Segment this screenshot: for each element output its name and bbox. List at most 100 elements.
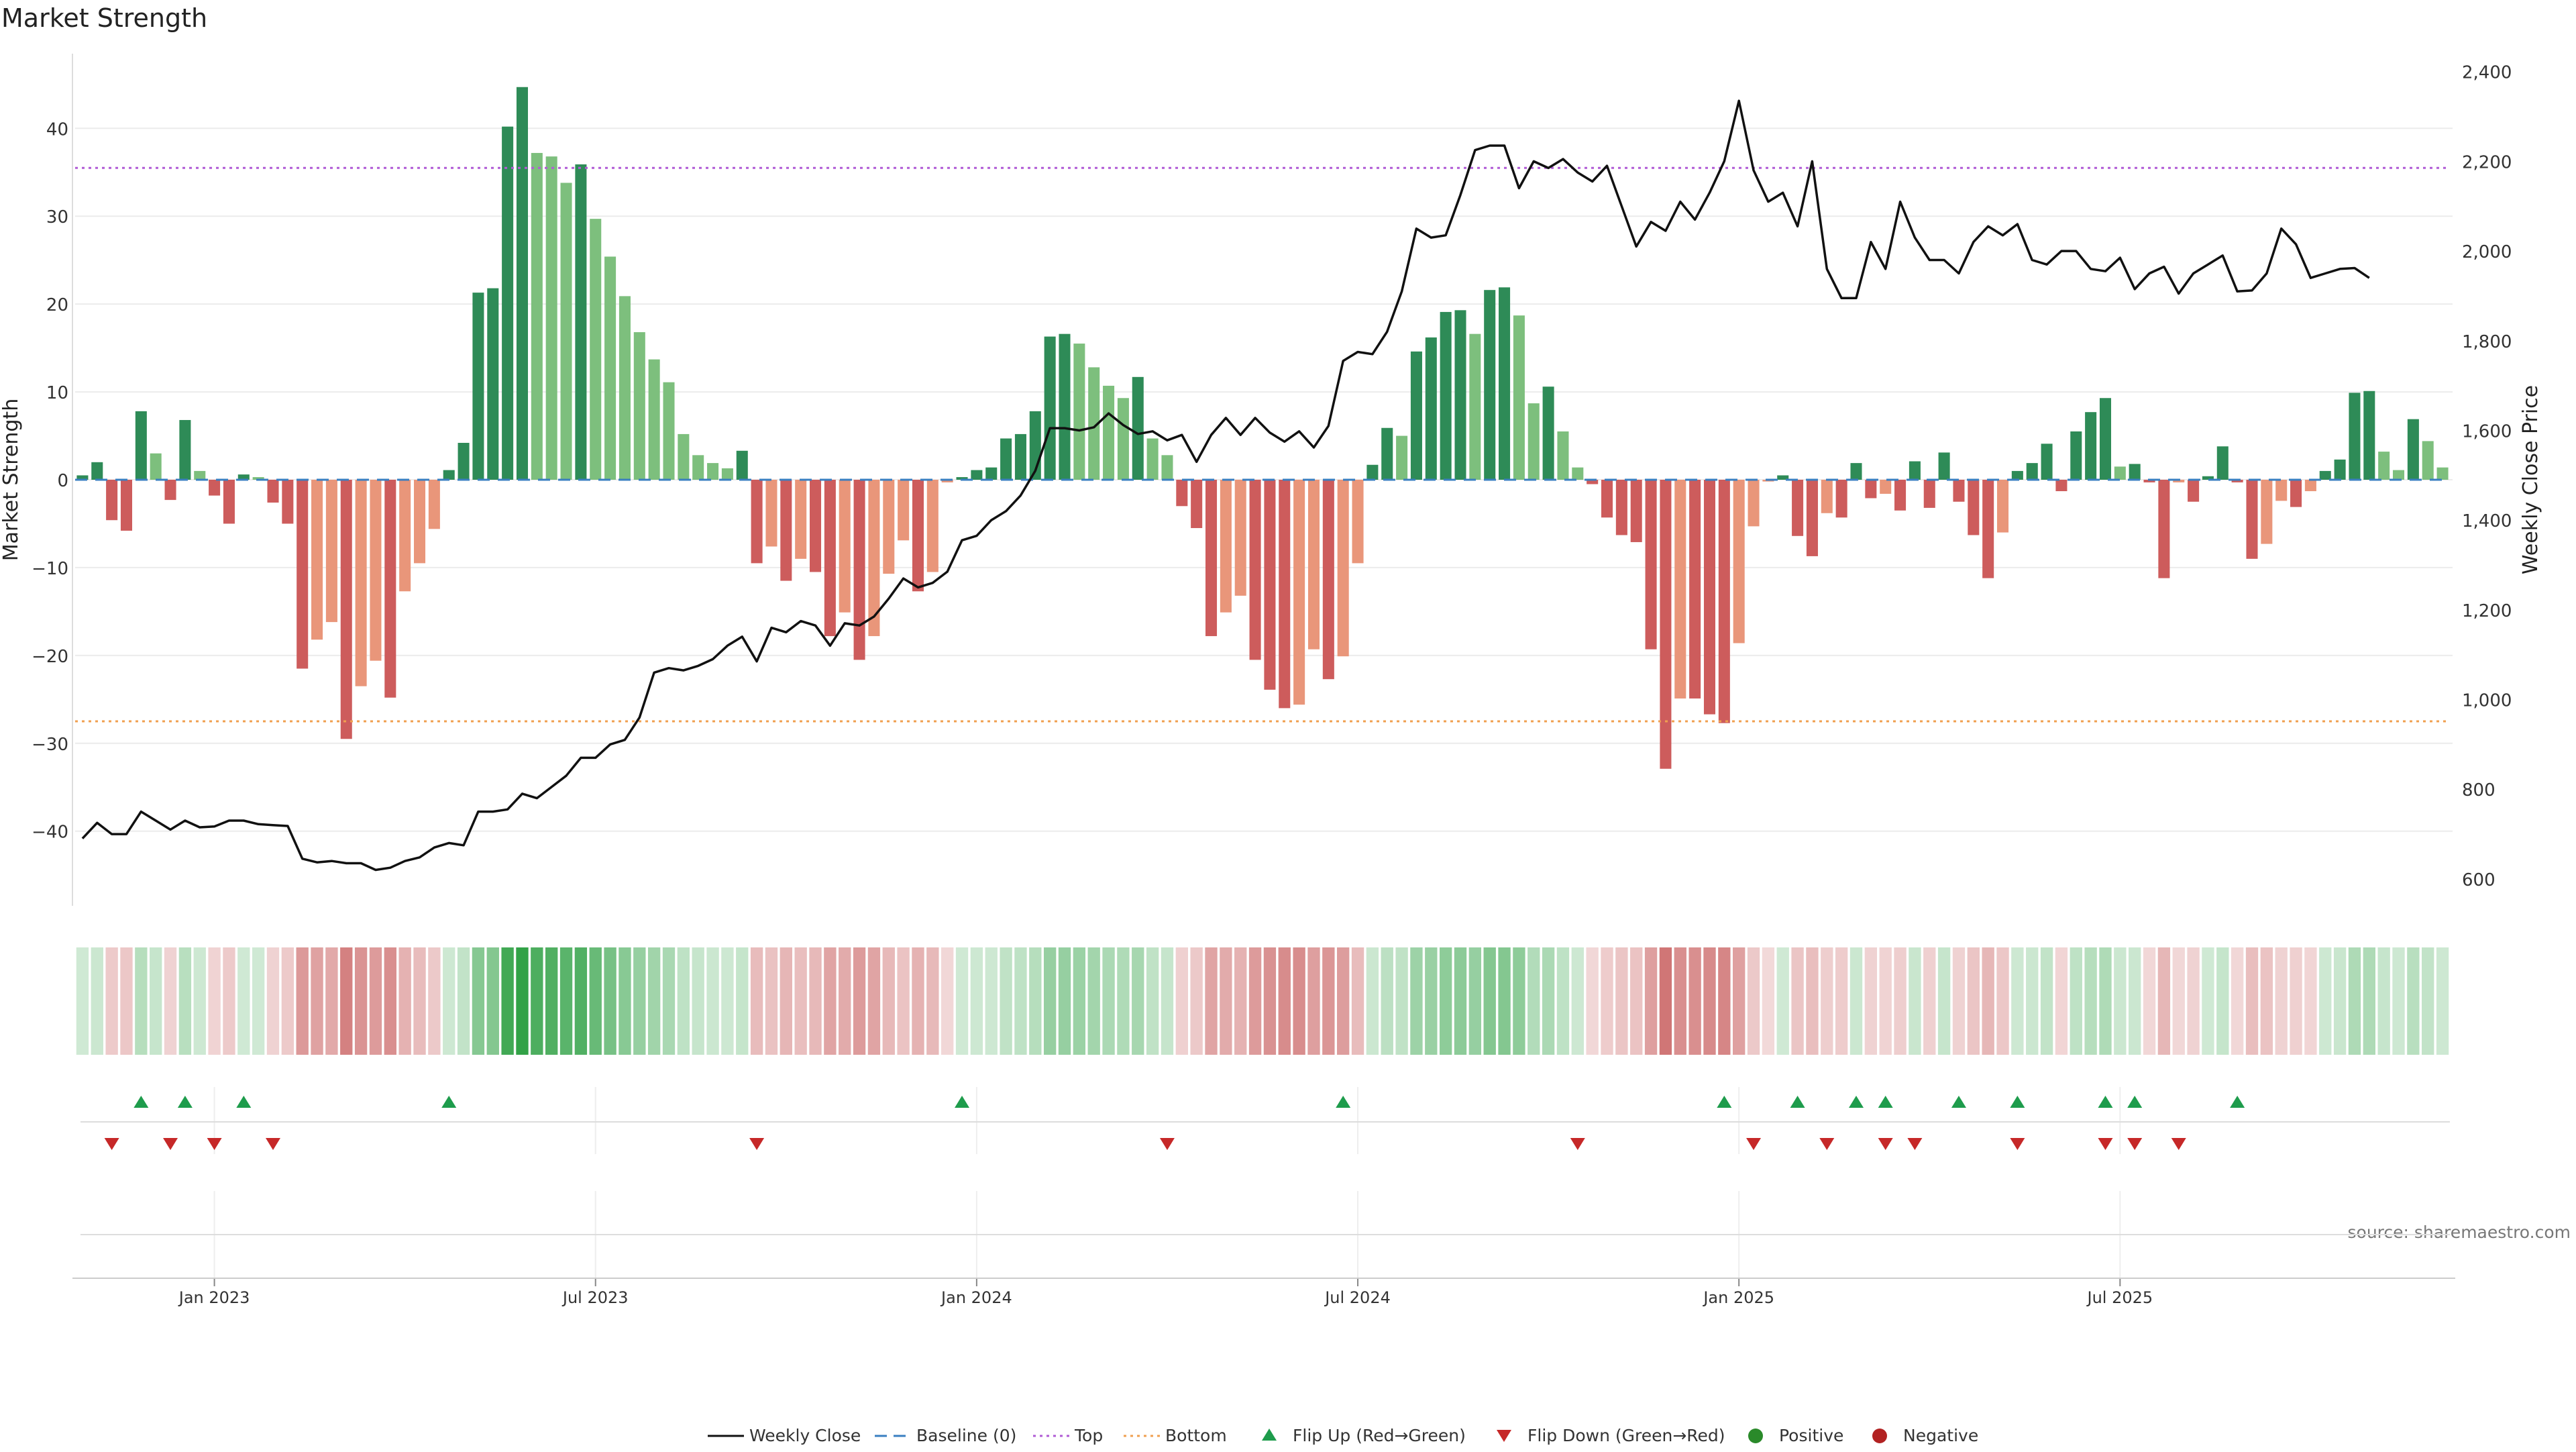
price-line bbox=[81, 99, 2370, 872]
heat-cell bbox=[1821, 947, 1833, 1055]
strength-bar bbox=[1982, 480, 1994, 578]
y-right-tick-label: 2,200 bbox=[2462, 152, 2512, 172]
heat-cell bbox=[1586, 947, 1599, 1055]
strength-bar bbox=[472, 293, 484, 480]
strength-bar bbox=[1396, 435, 1408, 480]
flip-up-marker bbox=[2127, 1096, 2143, 1108]
heat-cell bbox=[266, 947, 280, 1055]
flip-down-marker bbox=[749, 1138, 765, 1150]
y-left-tick-label: 0 bbox=[57, 471, 68, 491]
heat-cell bbox=[1190, 947, 1203, 1055]
strength-bar bbox=[2231, 480, 2243, 482]
legend-item-negative: Negative bbox=[1872, 1426, 1978, 1445]
strength-bar bbox=[678, 433, 690, 480]
flip-down-marker bbox=[1159, 1138, 1175, 1150]
heat-cell bbox=[882, 947, 895, 1055]
heat-cell bbox=[135, 947, 148, 1055]
strength-bar bbox=[956, 477, 968, 480]
heat-cell bbox=[692, 947, 704, 1055]
strength-bar bbox=[311, 480, 323, 640]
reference-lines bbox=[75, 166, 2450, 723]
legend-item-flip_up: Flip Up (Red→Green) bbox=[1262, 1426, 1466, 1445]
heat-cell bbox=[1014, 947, 1027, 1055]
strength-bar bbox=[1454, 310, 1466, 480]
heat-cell bbox=[1220, 947, 1232, 1055]
heat-cell bbox=[2333, 947, 2347, 1055]
strength-bar bbox=[413, 480, 426, 564]
strength-bars bbox=[76, 87, 2449, 769]
strength-bar bbox=[633, 332, 645, 480]
heat-cell bbox=[1952, 947, 1966, 1055]
y-left-tick-label: −20 bbox=[32, 647, 68, 667]
heat-cell bbox=[1791, 947, 1804, 1055]
strength-bar bbox=[237, 474, 250, 480]
strength-bar bbox=[1953, 480, 1965, 502]
strength-bar bbox=[1821, 480, 1833, 513]
heat-cell bbox=[193, 947, 206, 1055]
heat-cell bbox=[2129, 947, 2141, 1055]
y-right-tick-label: 2,400 bbox=[2462, 63, 2512, 83]
heat-cell bbox=[1718, 947, 1731, 1055]
heat-cell bbox=[1073, 947, 1086, 1055]
strength-bar bbox=[590, 219, 602, 480]
legend-swatch-triangle-down bbox=[1497, 1430, 1511, 1442]
strength-bar bbox=[1587, 480, 1599, 484]
strength-bar bbox=[868, 480, 880, 637]
strength-bar bbox=[2363, 391, 2375, 480]
strength-bar bbox=[370, 480, 382, 661]
heat-cell bbox=[839, 947, 851, 1055]
strength-bar bbox=[282, 480, 294, 524]
strength-bar bbox=[1014, 433, 1026, 480]
heat-cell bbox=[105, 947, 118, 1055]
y-left-tick-label: 10 bbox=[46, 383, 68, 403]
strength-bar bbox=[648, 359, 660, 480]
heat-cell bbox=[721, 947, 734, 1055]
strength-bar bbox=[1601, 480, 1613, 518]
heat-cell bbox=[2290, 947, 2302, 1055]
strength-bar bbox=[1777, 475, 1789, 480]
y-left-axis-label: Market Strength bbox=[0, 399, 23, 561]
flip-down-marker bbox=[2098, 1138, 2113, 1150]
strength-bar bbox=[399, 480, 411, 592]
heat-cell bbox=[1205, 947, 1218, 1055]
heat-cell bbox=[2143, 947, 2156, 1055]
flip-up-marker bbox=[1951, 1096, 1966, 1108]
heat-cell bbox=[2011, 947, 2024, 1055]
heat-cell bbox=[545, 947, 558, 1055]
strength-bar bbox=[2114, 466, 2126, 480]
heat-cell bbox=[1923, 947, 1936, 1055]
y-left-tick-label: 40 bbox=[46, 119, 68, 140]
heat-cell bbox=[1278, 947, 1291, 1055]
flip-up-marker bbox=[236, 1096, 252, 1108]
legend-label: Positive bbox=[1779, 1426, 1843, 1445]
strength-bar bbox=[502, 126, 514, 480]
heat-cell bbox=[2216, 947, 2229, 1055]
strength-bar bbox=[2129, 464, 2141, 480]
strength-bar bbox=[2158, 480, 2170, 578]
x-tick-label: Jan 2023 bbox=[178, 1288, 250, 1307]
heat-cell bbox=[1058, 947, 1071, 1055]
x-tick-label: Jul 2024 bbox=[1324, 1288, 1391, 1307]
strength-bar bbox=[2188, 480, 2200, 502]
flip-down-marker bbox=[163, 1138, 178, 1150]
heat-cell bbox=[281, 947, 294, 1055]
flip-down-marker bbox=[2010, 1138, 2025, 1150]
heat-cell bbox=[1762, 947, 1775, 1055]
heat-cell bbox=[1234, 947, 1247, 1055]
heat-cell bbox=[1248, 947, 1262, 1055]
strength-bar bbox=[91, 462, 103, 480]
strength-bar bbox=[912, 480, 924, 592]
y-left-tick-label: 20 bbox=[46, 295, 68, 315]
heat-cell bbox=[2040, 947, 2053, 1055]
heat-cell bbox=[1864, 947, 1878, 1055]
heat-cell bbox=[912, 947, 924, 1055]
heat-cell bbox=[2348, 947, 2361, 1055]
strength-bar bbox=[252, 477, 264, 480]
y-left-tick-label: −40 bbox=[32, 823, 68, 843]
flip-up-marker bbox=[1849, 1096, 1864, 1108]
heat-cell bbox=[1659, 947, 1672, 1055]
strength-bar bbox=[2041, 444, 2053, 480]
flip-up-marker bbox=[177, 1096, 193, 1108]
heat-cell bbox=[1513, 947, 1525, 1055]
strength-bar bbox=[1132, 376, 1144, 480]
